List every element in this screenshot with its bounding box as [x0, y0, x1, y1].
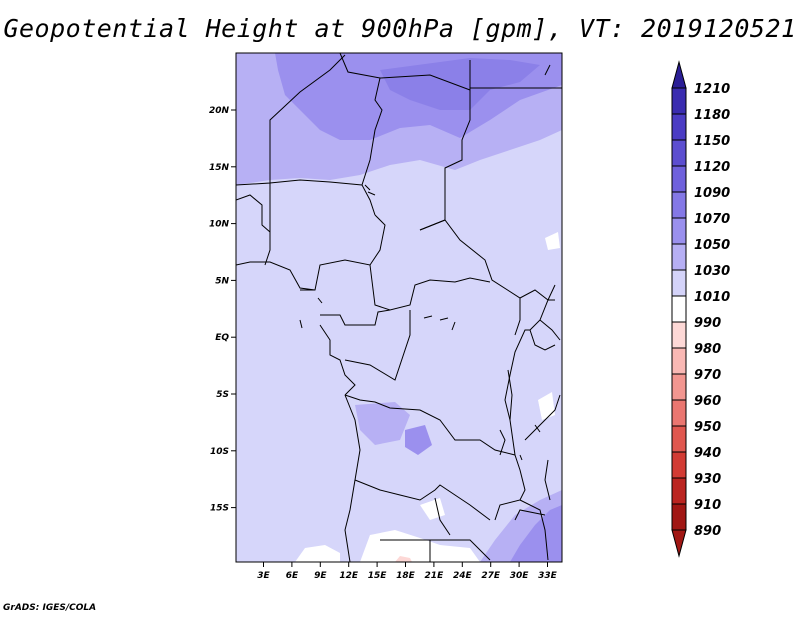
borders [236, 53, 562, 562]
colorbar-level-label: 1120 [694, 160, 730, 175]
lon-tick-label: 12E [339, 571, 359, 581]
lat-tick-label: 5S [216, 390, 229, 400]
colorbar-segment [671, 373, 687, 401]
contour-990-1010-east [545, 232, 560, 250]
colorbar-segment [671, 269, 687, 297]
colorbar-level-label: 930 [694, 472, 721, 487]
colorbar-bottom-arrow [671, 529, 687, 558]
colorbar-segment [671, 425, 687, 453]
colorbar-segment [671, 165, 687, 193]
colorbar-level-label: 1090 [694, 186, 730, 201]
colorbar-segment [671, 243, 687, 271]
colorbar-segment [671, 503, 687, 531]
latitude-axis: 20N 15N 10N 5N EQ 5S 10S 15S [209, 106, 236, 514]
colorbar-level-label: 1030 [694, 264, 730, 279]
lon-tick-label: 15E [368, 571, 388, 581]
colorbar-level-label: 1010 [694, 290, 730, 305]
colorbar-top-arrow [671, 60, 687, 89]
lat-tick-label: 10N [209, 220, 230, 230]
contour-1050-1070-southeast [510, 505, 562, 562]
colorbar-level-label: 1070 [694, 212, 730, 227]
lat-tick-label: 5N [215, 276, 229, 286]
lat-tick-label: 15N [209, 163, 230, 173]
colorbar-level-label: 1180 [694, 108, 730, 123]
contour-980-990-south [395, 556, 412, 562]
colorbar-segment [671, 399, 687, 427]
contour-1050-1070-patch-b [405, 425, 432, 455]
colorbar-segment [671, 477, 687, 505]
colorbar-level-label: 970 [694, 368, 721, 383]
colorbar-segment [671, 347, 687, 375]
colorbar-level-label: 940 [694, 446, 721, 461]
lon-tick-label: 27E [481, 571, 501, 581]
lat-tick-label: 15S [210, 504, 229, 514]
colorbar-level-label: 1050 [694, 238, 730, 253]
colorbar-segment [671, 217, 687, 245]
contour-1070-1090-north [380, 58, 540, 110]
colorbar-level-label: 910 [694, 498, 721, 513]
lat-tick-label: 10S [210, 447, 229, 457]
colorbar-segment [671, 295, 687, 323]
map-frame [235, 52, 563, 563]
colorbar-segment [671, 113, 687, 141]
lon-tick-label: 33E [538, 571, 558, 581]
lon-tick-label: 3E [257, 571, 270, 581]
colorbar-segment [671, 451, 687, 479]
colorbar: 1210 1180 1150 1120 1090 1070 1050 1030 1010 990 9… [671, 60, 730, 558]
lon-tick-label: 18E [396, 571, 416, 581]
lon-tick-label: 30E [510, 571, 530, 581]
contour-990-1010-south [360, 530, 480, 562]
contour-990-1010-east-b [538, 392, 555, 420]
lon-tick-label: 9E [314, 571, 327, 581]
lon-tick-label: 21E [425, 571, 445, 581]
colorbar-segment [671, 87, 687, 115]
colorbar-level-label: 1210 [694, 82, 730, 97]
longitude-axis: 3E 6E 9E 12E 15E 18E 21E 24E 27E 30E 33E [257, 562, 558, 581]
colorbar-segment [671, 321, 687, 349]
grads-credit: GrADS: IGES/COLA [3, 603, 97, 613]
colorbar-level-label: 950 [694, 420, 721, 435]
colorbar-segment [671, 139, 687, 167]
lat-tick-label: 20N [209, 106, 230, 116]
colorbar-level-label: 1150 [694, 134, 730, 149]
colorbar-level-label: 980 [694, 342, 721, 357]
colorbar-level-label: 960 [694, 394, 721, 409]
lon-tick-label: 24E [453, 571, 473, 581]
contour-990-1010-southwest [295, 545, 340, 562]
colorbar-level-label: 990 [694, 316, 721, 331]
lon-tick-label: 6E [286, 571, 299, 581]
contour-1030-1050-patch-a [355, 402, 410, 445]
map-title: Geopotential Height at 900hPa [gpm], VT:… [3, 14, 797, 43]
colorbar-segment [671, 191, 687, 219]
lat-tick-label: EQ [215, 333, 229, 343]
colorbar-level-label: 890 [694, 524, 721, 539]
